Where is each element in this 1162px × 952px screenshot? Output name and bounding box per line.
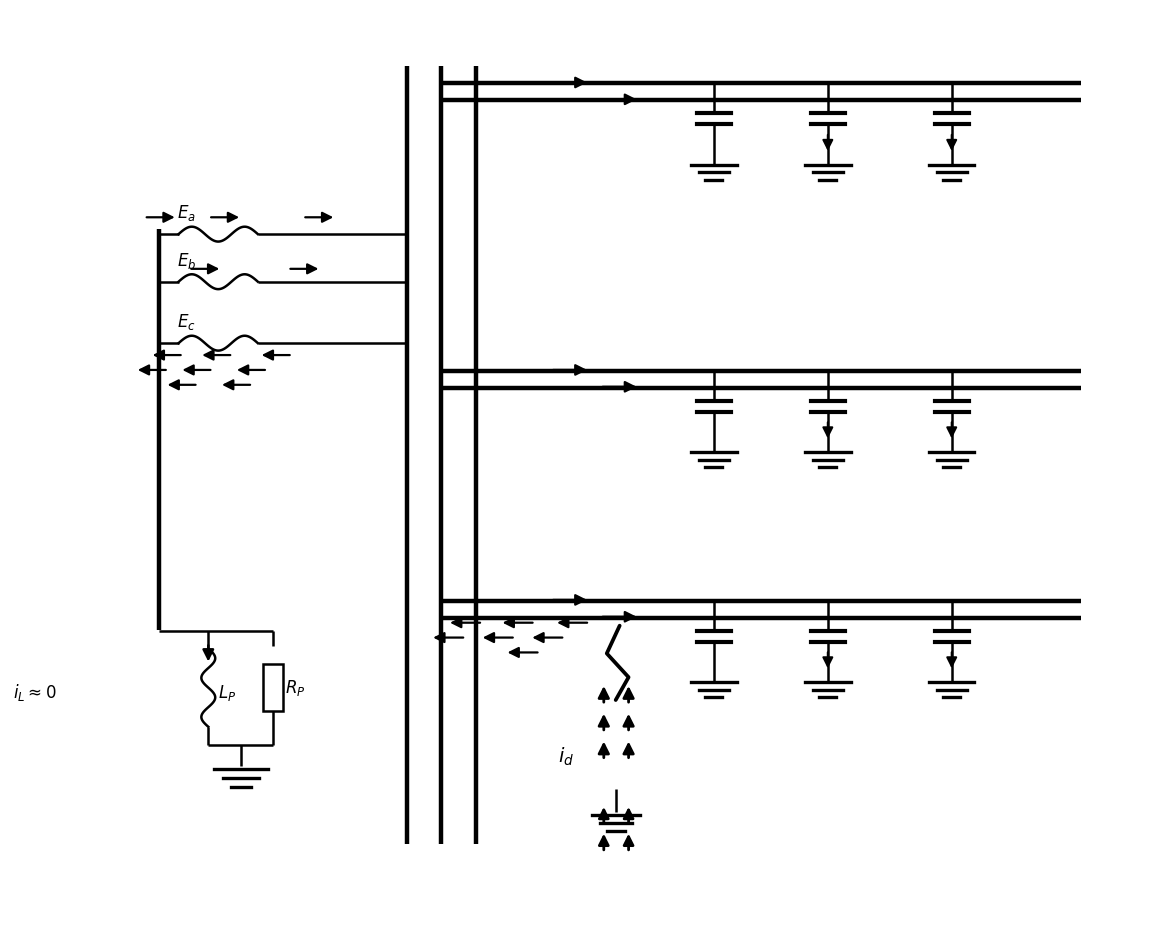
Text: $E_a$: $E_a$ [177,203,195,223]
Text: $E_c$: $E_c$ [177,312,195,332]
Text: $R_P$: $R_P$ [285,678,306,698]
Text: $L_P$: $L_P$ [218,683,236,703]
Bar [263,664,282,711]
Text: $i_d$: $i_d$ [558,745,574,767]
Text: $E_b$: $E_b$ [177,250,196,270]
Text: $i_L\approx 0$: $i_L\approx 0$ [13,682,57,704]
